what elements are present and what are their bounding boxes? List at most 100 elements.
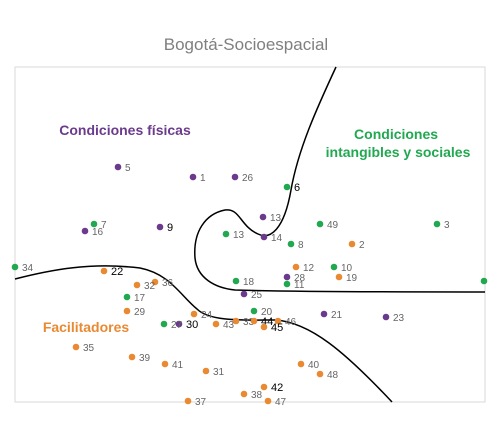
data-point-label: 33 (243, 317, 255, 328)
data-point-label: 35 (83, 343, 95, 354)
data-point-label: 47 (275, 397, 287, 408)
data-point (316, 370, 324, 378)
data-point (240, 290, 248, 298)
data-point (231, 173, 239, 181)
data-point-label: 24 (201, 310, 213, 321)
data-point (259, 213, 267, 221)
data-point (297, 360, 305, 368)
data-point-label: 16 (92, 227, 104, 238)
data-point-label: 5 (125, 163, 131, 174)
data-point (123, 293, 131, 301)
data-point (128, 353, 136, 361)
boundary-curve-upper (194, 66, 486, 293)
data-point-label: 8 (298, 240, 304, 251)
data-point-label: 12 (303, 263, 315, 274)
data-point (480, 277, 488, 285)
data-point (320, 310, 328, 318)
data-point (250, 307, 258, 315)
data-point-label: 9 (167, 222, 173, 234)
boundary-curve-lower (14, 265, 393, 403)
data-point-label: 38 (251, 390, 263, 401)
data-point (382, 313, 390, 321)
data-point (232, 317, 240, 325)
data-point (90, 220, 98, 228)
data-point (283, 280, 291, 288)
data-point (240, 390, 248, 398)
data-point (283, 183, 291, 191)
data-point (260, 233, 268, 241)
data-point-label: 11 (294, 280, 305, 291)
data-point-label: 10 (341, 263, 353, 274)
data-point (151, 278, 159, 286)
data-point (133, 281, 141, 289)
data-point-label: 43 (223, 320, 235, 331)
data-point-label: 49 (327, 220, 339, 231)
data-point-label: 36 (162, 278, 174, 289)
data-point (330, 263, 338, 271)
data-point (156, 223, 164, 231)
data-point (184, 397, 192, 405)
data-point (202, 367, 210, 375)
data-point-label: 32 (144, 281, 156, 292)
data-point-label: 41 (172, 360, 184, 371)
region-label-condiciones-fisicas: Condiciones físicas (59, 122, 191, 138)
data-point-label: 27 (171, 320, 183, 331)
data-point (335, 273, 343, 281)
data-point-label: 29 (134, 307, 146, 318)
region-label-facilitadores: Facilitadores (43, 319, 130, 335)
data-point-label: 17 (134, 293, 146, 304)
data-point (260, 323, 268, 331)
plot-frame (14, 66, 486, 403)
data-point (123, 307, 131, 315)
data-point-label: 21 (331, 310, 343, 321)
data-point (72, 343, 80, 351)
data-point-label: 13 (233, 230, 245, 241)
data-point-label: 34 (22, 263, 34, 274)
data-point (348, 240, 356, 248)
data-point (114, 163, 122, 171)
data-point (250, 317, 258, 325)
data-point-label: 1 (200, 173, 206, 184)
data-point-label: 48 (327, 370, 339, 381)
chart-title: Bogotá-Socioespacial (164, 35, 328, 54)
data-point-label: 31 (213, 367, 225, 378)
data-point (283, 273, 291, 281)
data-point-label: 3 (444, 220, 450, 231)
data-point-label: 46 (285, 317, 297, 328)
data-point-label: 13 (270, 213, 282, 224)
data-point (160, 320, 168, 328)
data-point-label: 40 (308, 360, 320, 371)
data-point (11, 263, 19, 271)
data-point (175, 320, 183, 328)
data-point-label: 28 (294, 273, 306, 284)
data-point-label: 37 (195, 397, 207, 408)
data-point-label: 18 (243, 277, 255, 288)
data-point-label: 19 (346, 273, 358, 284)
data-point-label: 22 (111, 266, 123, 278)
data-point (190, 310, 198, 318)
data-point (222, 230, 230, 238)
data-point (264, 397, 272, 405)
data-point-label: 6 (294, 182, 300, 194)
data-point (292, 263, 300, 271)
data-point-label: 25 (251, 290, 263, 301)
data-point (287, 240, 295, 248)
data-point (212, 320, 220, 328)
data-point (100, 267, 108, 275)
data-point (189, 173, 197, 181)
data-point (433, 220, 441, 228)
data-point (316, 220, 324, 228)
data-point-label: 20 (261, 307, 273, 318)
data-point-label: 30 (186, 319, 198, 331)
data-point-label: 7 (101, 220, 107, 231)
data-point (81, 227, 89, 235)
data-point (260, 383, 268, 391)
region-label-condiciones-intangibles: Condiciones intangibles y sociales (326, 126, 471, 160)
data-point (274, 317, 282, 325)
data-point-label: 45 (271, 322, 283, 334)
data-point-label: 39 (139, 353, 151, 364)
data-point (161, 360, 169, 368)
data-point (232, 277, 240, 285)
